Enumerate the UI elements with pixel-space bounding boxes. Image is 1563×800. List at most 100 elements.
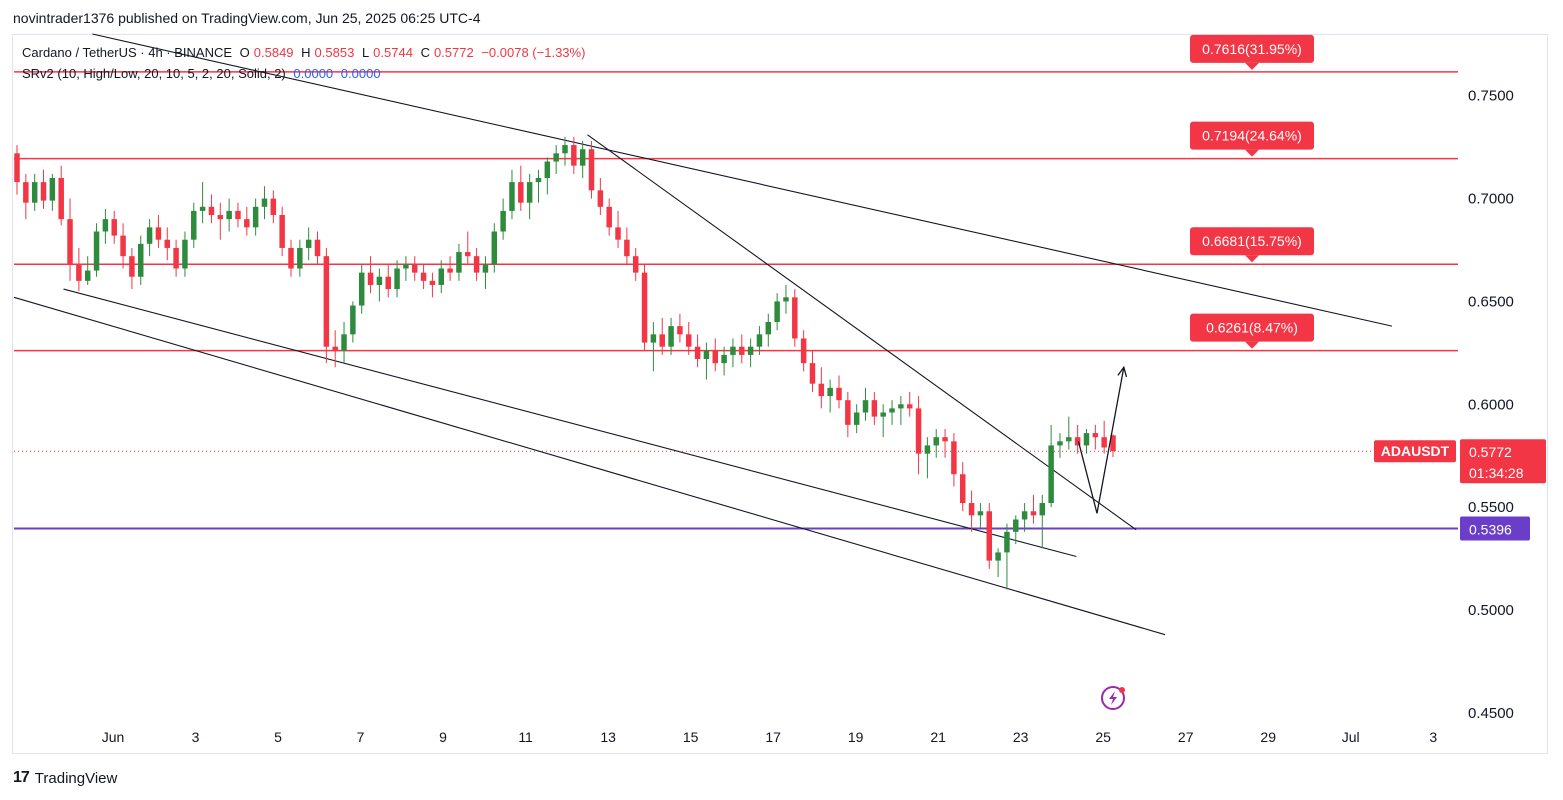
candle-body: [102, 219, 109, 232]
level-badges: 0.7616(31.95%) 0.7194(24.64%) 0.6681(15.75…: [1190, 34, 1314, 349]
candle-body: [659, 334, 665, 347]
badge-label: 0.7616(31.95%): [1202, 41, 1302, 57]
candle: [412, 256, 418, 281]
x-tick-label: 17: [765, 729, 781, 745]
candle-body: [14, 153, 20, 183]
candle-body: [1101, 437, 1107, 448]
candle-body: [199, 206, 206, 211]
candle-body: [244, 219, 250, 228]
x-tick-label: 9: [439, 729, 447, 745]
candle: [261, 186, 268, 220]
candle-body: [323, 256, 330, 347]
badge-pointer: [1245, 341, 1259, 349]
candle: [774, 293, 780, 331]
snapshot-icon[interactable]: [1101, 686, 1125, 710]
symbol-tag-box: [1374, 440, 1456, 463]
candle-body: [694, 346, 701, 360]
candle: [756, 326, 763, 355]
candle: [871, 391, 878, 425]
candle: [199, 182, 206, 224]
candle: [862, 387, 869, 421]
candle-body: [111, 219, 117, 236]
candle-body: [1092, 433, 1099, 438]
candle: [632, 247, 639, 281]
candle-body: [191, 210, 197, 240]
candle-body: [739, 346, 745, 355]
candle: [217, 202, 224, 240]
candle: [270, 190, 277, 224]
candle-body: [279, 215, 285, 248]
candle-body: [500, 210, 506, 232]
candle: [297, 239, 303, 277]
y-tick-label: 0.7500: [1468, 88, 1514, 105]
brand-name: TradingView: [34, 769, 118, 787]
candle: [350, 301, 356, 343]
projection-arrowhead: [1117, 365, 1128, 378]
candle-body: [429, 280, 436, 285]
candle-body: [730, 346, 736, 355]
candle-body: [579, 149, 586, 166]
candle: [792, 289, 798, 347]
candlesticks: [14, 136, 1116, 590]
candle: [1092, 424, 1099, 450]
candle-body: [995, 552, 1001, 561]
candle-body: [1004, 531, 1010, 553]
countdown-label: 01:34:28: [1469, 465, 1524, 481]
candle: [1021, 503, 1028, 532]
candle-body: [138, 243, 144, 277]
candle: [23, 173, 29, 220]
candle: [526, 173, 533, 220]
candle-body: [226, 210, 232, 220]
axes: 0.7500 0.7000 0.6500 0.6000 0.5500 0.5000 0.45…: [102, 88, 1546, 745]
candle-body: [93, 231, 100, 271]
candle: [968, 490, 975, 532]
chart-frame: [12, 34, 1548, 754]
candle: [120, 223, 126, 269]
candle: [535, 169, 542, 203]
x-tick-label: 15: [683, 729, 699, 745]
price-levels: [14, 71, 1458, 530]
candle-body: [1030, 511, 1037, 516]
candle-body: [765, 322, 772, 335]
indicator-value-1: 0.0000: [293, 66, 334, 81]
candle-body: [571, 145, 577, 166]
candle: [933, 428, 939, 458]
symbol-label[interactable]: Cardano / TetherUS · 4h · BINANCE: [22, 45, 233, 60]
candle-body: [906, 404, 913, 409]
candle: [694, 334, 701, 368]
candle-body: [173, 247, 179, 269]
candle-body: [208, 206, 215, 216]
candle-body: [146, 227, 153, 244]
candle: [164, 227, 170, 261]
candle-body: [358, 272, 365, 306]
candle-body: [164, 239, 170, 248]
candle-body: [827, 387, 833, 397]
candle: [951, 433, 957, 487]
x-tick-label: 23: [1013, 729, 1029, 745]
candle-body: [686, 334, 692, 347]
candle-body: [632, 256, 639, 273]
support-tag-value: 0.5396: [1469, 522, 1512, 538]
indicator-label[interactable]: SRv2 (10, High/Low, 20, 10, 5, 2, 20, So…: [22, 66, 286, 81]
candle-body: [933, 437, 939, 446]
tradingview-logo[interactable]: 17 TradingView: [13, 769, 117, 787]
candle-body: [385, 276, 391, 290]
badge-label: 0.6261(8.47%): [1206, 320, 1298, 336]
candle-body: [915, 408, 922, 454]
candle: [650, 322, 657, 372]
candle: [571, 136, 577, 174]
candle-body: [305, 239, 312, 248]
close-value: 0.5772: [433, 45, 474, 60]
candle: [597, 178, 604, 216]
candle-body: [650, 334, 657, 343]
candle-body: [84, 270, 91, 281]
candle: [703, 342, 710, 380]
candle-body: [712, 350, 718, 364]
candle: [429, 272, 436, 298]
candle: [473, 247, 480, 281]
candle-body: [482, 264, 489, 273]
candle: [155, 215, 162, 248]
y-tick-label: 0.5500: [1468, 499, 1514, 516]
candle: [509, 169, 515, 220]
